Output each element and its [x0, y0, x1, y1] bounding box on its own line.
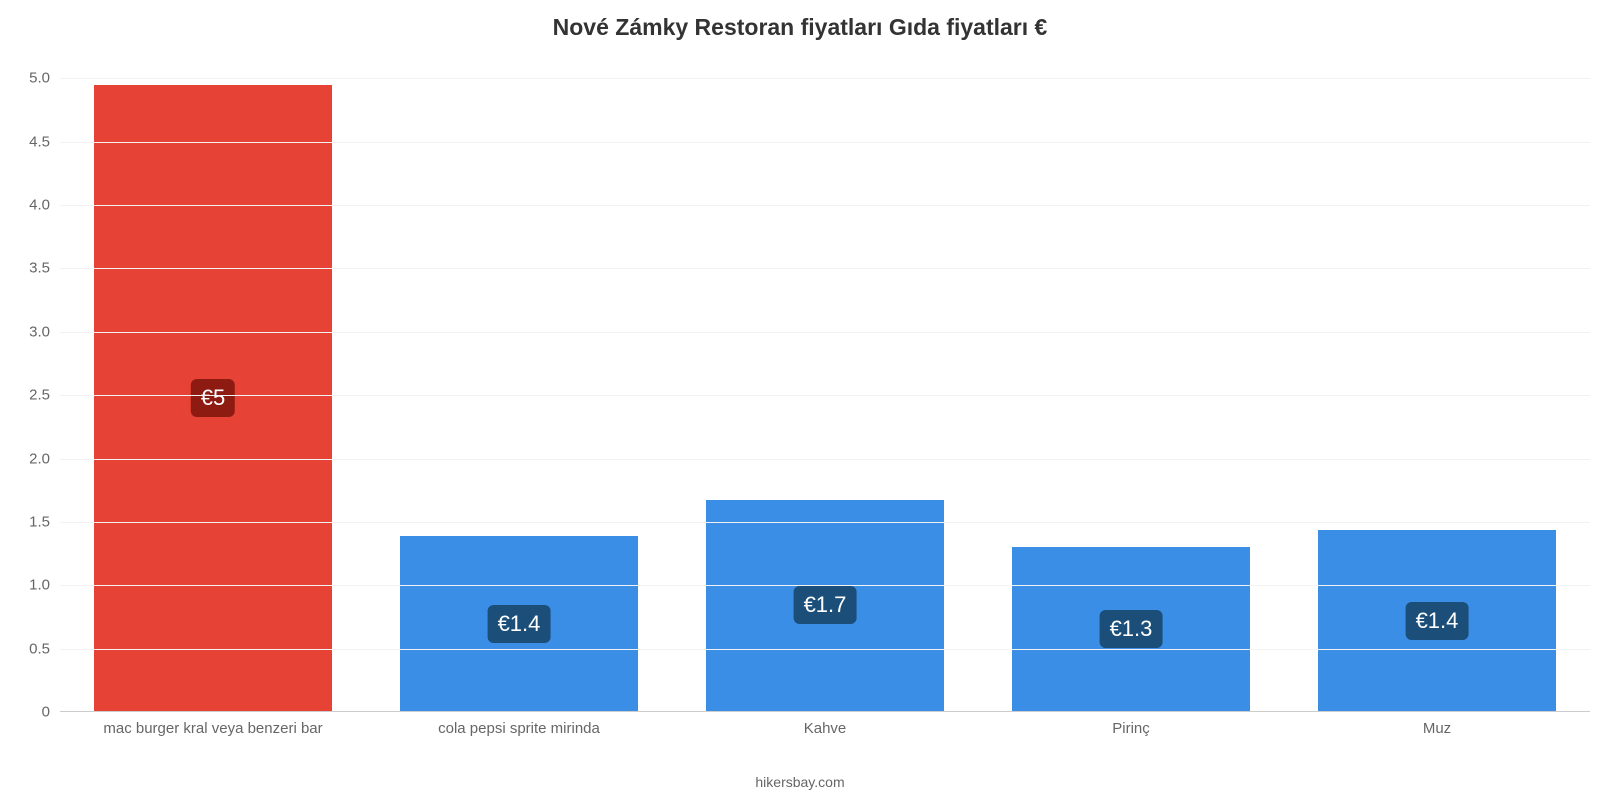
xtick-label: Muz [1284, 712, 1590, 752]
gridline [60, 395, 1590, 396]
ytick-label: 5.0 [29, 70, 60, 87]
ytick-label: 2.5 [29, 387, 60, 404]
gridline [60, 649, 1590, 650]
plot-area: €5€1.4€1.7€1.3€1.4 00.51.01.52.02.53.03.… [60, 72, 1590, 712]
gridline [60, 205, 1590, 206]
bar-slot: €5 [60, 72, 366, 711]
bar-slot: €1.4 [366, 72, 672, 711]
gridline [60, 142, 1590, 143]
chart-title: Nové Zámky Restoran fiyatları Gıda fiyat… [0, 14, 1600, 41]
ytick-label: 4.5 [29, 133, 60, 150]
attribution-text: hikersbay.com [0, 774, 1600, 790]
bar: €5 [94, 85, 333, 711]
ytick-label: 0 [42, 704, 60, 721]
bar-slot: €1.4 [1284, 72, 1590, 711]
bar: €1.4 [400, 536, 639, 711]
bar-slot: €1.7 [672, 72, 978, 711]
ytick-label: 1.0 [29, 577, 60, 594]
ytick-label: 3.0 [29, 323, 60, 340]
gridline [60, 459, 1590, 460]
xtick-label: Kahve [672, 712, 978, 752]
gridline [60, 78, 1590, 79]
gridline [60, 268, 1590, 269]
value-badge: €1.4 [488, 605, 551, 643]
gridline [60, 522, 1590, 523]
ytick-label: 3.5 [29, 260, 60, 277]
bar: €1.4 [1318, 530, 1557, 711]
bars-group: €5 €1.4 €1.7 €1.3 €1.4 [60, 72, 1590, 711]
value-badge: €1.7 [794, 586, 857, 624]
xtick-label: cola pepsi sprite mirinda [366, 712, 672, 752]
bar: €1.7 [706, 500, 945, 711]
bar-slot: €1.3 [978, 72, 1284, 711]
ytick-label: 0.5 [29, 640, 60, 657]
value-badge: €1.3 [1100, 610, 1163, 648]
ytick-label: 1.5 [29, 513, 60, 530]
chart-container: Nové Zámky Restoran fiyatları Gıda fiyat… [0, 0, 1600, 800]
gridline [60, 585, 1590, 586]
bar: €1.3 [1012, 547, 1251, 711]
gridline [60, 332, 1590, 333]
xtick-label: mac burger kral veya benzeri bar [60, 712, 366, 752]
ytick-label: 4.0 [29, 197, 60, 214]
value-badge: €5 [191, 379, 235, 417]
value-badge: €1.4 [1406, 602, 1469, 640]
x-axis: mac burger kral veya benzeri barcola pep… [60, 712, 1590, 752]
xtick-label: Pirinç [978, 712, 1284, 752]
ytick-label: 2.0 [29, 450, 60, 467]
